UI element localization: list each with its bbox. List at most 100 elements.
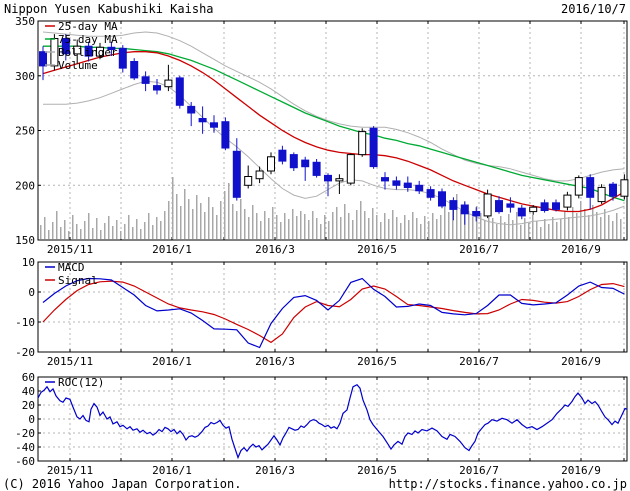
x-axis-label: 2016/3 [255, 464, 295, 477]
candle-down [153, 85, 161, 91]
volume-bar [392, 210, 394, 239]
x-axis-label: 2015/11 [47, 355, 93, 368]
volume-bar [604, 209, 606, 239]
candle-down [210, 122, 218, 128]
macd-line [42, 277, 625, 349]
volume-bar [148, 213, 150, 239]
volume-bar [84, 221, 86, 239]
volume-bar [616, 213, 618, 239]
x-axis-label: 2016/1 [152, 243, 192, 256]
volume-bar [88, 213, 90, 239]
volume-bar [136, 219, 138, 239]
volume-bar [432, 213, 434, 239]
candle-down [472, 211, 481, 217]
bollinger-upper-line [42, 31, 625, 182]
volume-bar [244, 209, 246, 239]
volume-bar [440, 215, 442, 239]
volume-bar [368, 218, 370, 239]
y-axis-label: 60 [22, 371, 35, 384]
volume-bar [208, 197, 210, 239]
x-axis-label: 2016/9 [561, 355, 601, 368]
y-axis-label: 200 [15, 179, 35, 192]
volume-bar [468, 211, 470, 239]
volume-bar [232, 204, 234, 239]
volume-bar [180, 206, 182, 239]
volume-bar [124, 224, 126, 239]
volume-bar [212, 207, 214, 239]
volume-bar [496, 224, 498, 239]
volume-bar [240, 199, 242, 239]
volume-bar [40, 225, 42, 239]
volume-bar [408, 220, 410, 239]
volume-bar [556, 222, 558, 239]
volume-bar [456, 194, 458, 239]
volume-bar [488, 211, 490, 239]
volume-bar [596, 212, 598, 239]
volume-bar [80, 229, 82, 239]
volume-bar [340, 217, 342, 239]
volume-bar [540, 227, 542, 239]
candle-up [529, 206, 538, 213]
volume-bar [276, 215, 278, 239]
bollinger-lower-line [43, 80, 625, 226]
volume-bar [612, 221, 614, 239]
volume-bar [96, 218, 98, 239]
candle-up [620, 179, 629, 197]
volume-bar [344, 204, 346, 239]
volume-bar [184, 189, 186, 239]
volume-bar [76, 224, 78, 239]
candle-down [517, 207, 526, 217]
volume-bar [580, 201, 582, 239]
volume-bar [404, 215, 406, 239]
y-axis-label: -40 [15, 441, 35, 454]
candle-down [130, 61, 139, 79]
candle-up [358, 131, 367, 156]
volume-bar [564, 211, 566, 239]
candle-up [597, 186, 606, 203]
candle-down [586, 177, 595, 198]
volume-bar [552, 217, 554, 239]
volume-bar [296, 216, 298, 239]
volume-bar [576, 213, 578, 239]
volume-bar [620, 219, 622, 239]
x-axis-label: 2016/1 [152, 464, 192, 477]
volume-bar [292, 209, 294, 239]
volume-bar [152, 225, 154, 239]
volume-bar [300, 211, 302, 239]
candle-down [438, 191, 446, 207]
candle-down [506, 203, 515, 208]
volume-bar [584, 209, 586, 239]
candle-down [187, 105, 196, 114]
volume-bar [224, 191, 226, 239]
candle-down [232, 150, 241, 198]
volume-bar [176, 194, 178, 239]
roc-line [37, 383, 628, 460]
volume-bar [260, 221, 262, 239]
volume-bar [168, 201, 170, 239]
candle-up [73, 45, 82, 55]
y-axis-label: 40 [22, 385, 35, 398]
volume-bar [436, 219, 438, 239]
volume-bar [312, 211, 314, 239]
volume-bar [132, 227, 134, 239]
volume-bar [52, 222, 54, 239]
volume-bar [544, 219, 546, 239]
volume-bar [500, 216, 502, 239]
volume-bar [164, 211, 166, 239]
volume-bar [44, 217, 46, 239]
candle-down [392, 180, 401, 186]
volume-bar [532, 215, 534, 239]
volume-bar [336, 207, 338, 239]
volume-bar [56, 211, 58, 239]
candle-up [574, 177, 583, 196]
volume-bar [156, 217, 158, 239]
candle-down [552, 202, 560, 210]
volume-bar [120, 231, 122, 239]
y-axis-label: 350 [15, 15, 35, 28]
y-axis-label: 0 [28, 286, 35, 299]
candle-down [141, 76, 150, 84]
volume-bar [140, 229, 142, 239]
volume-bar [264, 211, 266, 239]
